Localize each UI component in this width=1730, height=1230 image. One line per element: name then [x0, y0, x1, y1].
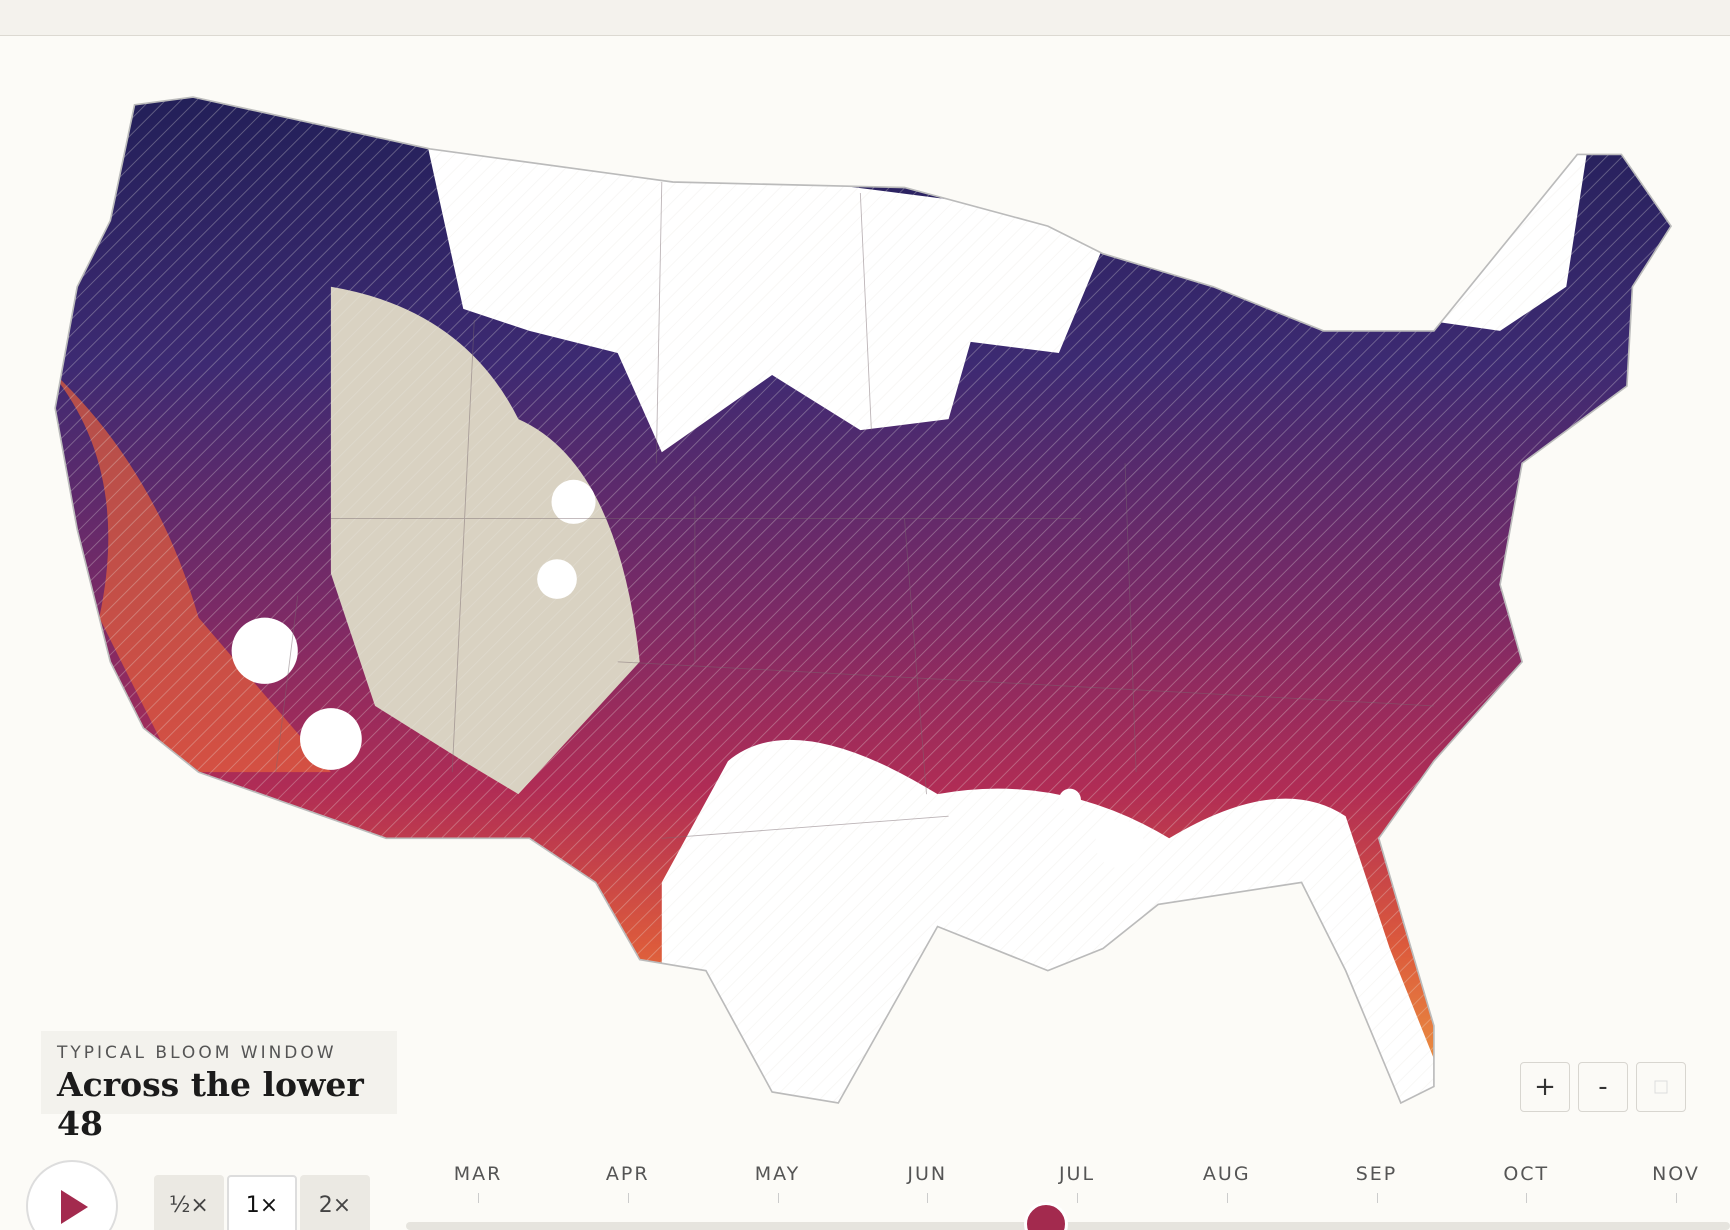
- timeline-track[interactable]: [406, 1222, 1730, 1230]
- month-label: AUG: [1202, 1163, 1251, 1185]
- speed-button[interactable]: ½×: [154, 1175, 224, 1230]
- reset-button[interactable]: [1636, 1062, 1686, 1112]
- map[interactable]: [0, 36, 1730, 1136]
- month-label: NOV: [1652, 1163, 1700, 1185]
- month-tick: [927, 1193, 929, 1203]
- map-layer: [54, 96, 1672, 1104]
- month-tick: [777, 1193, 779, 1203]
- timeline-thumb[interactable]: [1024, 1202, 1068, 1230]
- month-tick: [1226, 1193, 1228, 1203]
- month-label: OCT: [1503, 1163, 1550, 1185]
- play-icon: [61, 1190, 88, 1224]
- speed-button[interactable]: 1×: [227, 1175, 297, 1230]
- month-tick: [478, 1193, 479, 1203]
- month-label: MAY: [754, 1163, 801, 1185]
- speed-button[interactable]: 2×: [300, 1175, 370, 1230]
- month-label: MAR: [453, 1163, 503, 1185]
- month-label: JUN: [907, 1163, 948, 1185]
- zoom-out-button[interactable]: -: [1578, 1062, 1628, 1112]
- month-tick: [627, 1193, 629, 1203]
- month-tick: [1376, 1193, 1378, 1203]
- month-tick: [1676, 1193, 1677, 1203]
- legend-title: Across the lower 48: [57, 1065, 364, 1143]
- month-tick: [1526, 1193, 1528, 1203]
- legend-eyebrow: TYPICAL BLOOM WINDOW: [57, 1043, 337, 1063]
- top-bar: [0, 0, 1730, 36]
- reset-icon: [1654, 1080, 1668, 1094]
- month-label: SEP: [1355, 1163, 1398, 1185]
- month-label: APR: [605, 1163, 650, 1185]
- legend: TYPICAL BLOOM WINDOW Across the lower 48: [41, 1031, 397, 1143]
- month-label: JUL: [1058, 1163, 1096, 1185]
- zoom-in-button[interactable]: +: [1520, 1062, 1570, 1112]
- play-button[interactable]: [26, 1160, 118, 1230]
- month-tick: [1077, 1193, 1078, 1203]
